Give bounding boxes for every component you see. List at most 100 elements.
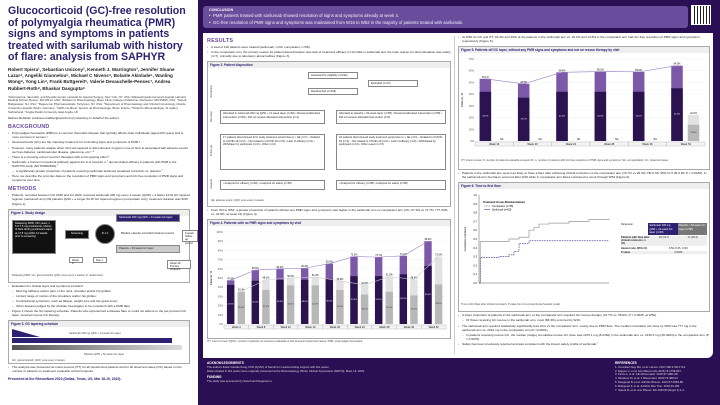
bar-itt — [237, 292, 245, 325]
taper-bottom-label: Placebo Q2W + 52-week GC taper — [84, 353, 125, 357]
y-tick-label: 10% — [469, 127, 475, 131]
list-item: Sarilumab, a human monoclonal antibody a… — [8, 160, 190, 168]
data-label: 22.2% — [690, 112, 698, 115]
legend-label: Comparator (n=58) — [492, 205, 513, 208]
data-label: 50.0% — [287, 275, 295, 278]
bar-itt — [632, 91, 645, 142]
data-label: 37.0% — [521, 119, 527, 121]
list-item: In the comparator arm, the primary reaso… — [207, 50, 451, 58]
data-label: 42.0% — [636, 116, 642, 118]
table-row: Patients with flare after clinical remis… — [621, 235, 707, 246]
eligibility-box: Relapsing PMR; ≥50 years; ≥ 5.0-7.5 mg p… — [12, 219, 56, 254]
table-header: Placebo + 52-week GC taper (n=58) — [677, 223, 707, 235]
bar-itt — [399, 274, 408, 325]
data-label: 51.0% — [312, 275, 320, 278]
list-item: Morning stiffness and/or pain, in the ne… — [8, 289, 190, 293]
list-item: There is a pressing unmet need for thera… — [8, 155, 190, 159]
placebo-arm: Placebo + 52-week GC taper — [116, 244, 180, 253]
conclusion-heading: CONCLUSION — [209, 8, 234, 12]
data-label: 48.1% — [263, 277, 271, 280]
bar-itt — [336, 290, 344, 325]
list-item: The sarilumab arm required statistically… — [458, 324, 710, 332]
bar-itt — [262, 290, 270, 325]
figure-title: Figure 5. Patients off GC taper, without… — [459, 47, 709, 54]
x-tick-label: Week 36 — [642, 142, 653, 146]
flare-table: Parameter Sarilumab 200 mg Q2W + 14-week… — [621, 223, 707, 254]
stage-label: Enrollment — [210, 85, 213, 98]
bar-itt — [251, 281, 260, 325]
y-tick-label: 20% — [218, 304, 224, 308]
figure-note: Time to first flare after clinical remis… — [461, 303, 561, 307]
funding-text: The study was sponsored by Sanofi and Re… — [207, 379, 273, 384]
week-52-box: Week 52: Primary endpoint — [167, 259, 191, 271]
taper-bar-bottom — [12, 345, 182, 351]
presented-at: Presented at the RheumNow 2023 (Dallas, … — [8, 377, 122, 382]
background-list: Polymyalgia rheumatica (PMR) is a common… — [8, 131, 190, 182]
y-tick-label: 20% — [469, 116, 475, 120]
figure-note: ITT, intent-to-treat; N(OC), number of p… — [207, 340, 363, 344]
na-label: NA — [654, 138, 658, 141]
reference-item: 7. Spiera R, et al. Ann Rheum Dis 2022;8… — [615, 387, 685, 392]
km-curve — [479, 240, 609, 284]
list-item: Polymyalgia rheumatica (PMR) is a common… — [8, 131, 190, 139]
y-tick-label: 1.0 — [473, 193, 477, 197]
na-label: NA — [577, 138, 581, 141]
data-label: 37.0% — [263, 306, 269, 308]
y-tick-label: 80% — [218, 249, 224, 253]
data-label: 42.0% — [597, 116, 603, 118]
reference-item: 6. Buttgereit F, et al. Arthritis Res Th… — [615, 383, 680, 388]
trend-line — [485, 65, 678, 85]
day-1-box: Day 1 — [93, 256, 107, 263]
y-tick-label: 90% — [218, 240, 224, 244]
data-label: 65.6% — [326, 261, 334, 264]
y-tick-label: 0% — [470, 139, 474, 143]
list-item: Limited range of motion of the shoulders… — [8, 294, 190, 298]
x-category-cell — [421, 325, 447, 330]
list-item: In patients receiving rescue GC, the med… — [458, 333, 710, 341]
reference-item: 5. Dasgupta B, et al. Arthritis Rheum. 2… — [615, 379, 684, 384]
acknowledgements: ACKNOWLEDGEMENTS The authors thank Camil… — [207, 361, 407, 384]
sarilumab-analysis: • Analyzed for efficacy (n=60) • Analyze… — [220, 180, 325, 191]
qr-code-icon[interactable] — [691, 5, 711, 25]
list-item: Patients in the sarilumab arm were less … — [458, 171, 710, 179]
figure-title: Figure 4. Patients with no PMR signs and… — [208, 220, 450, 227]
na-label: NA — [615, 138, 619, 141]
bar-itt — [671, 88, 683, 142]
y-tick-label: 70% — [218, 258, 224, 262]
excluded-box: Excluded (n=72) — [368, 80, 418, 88]
sarilumab-arm: Sarilumab 200 mg Q2W + 14-week GC taper — [116, 213, 180, 222]
data-label: 63.0% — [425, 294, 431, 296]
table-cell: 17 (29.3) — [687, 235, 698, 239]
bar-itt — [350, 276, 358, 325]
y-tick-label: 100% — [216, 230, 223, 234]
bar-itt — [374, 276, 383, 325]
bar-itt — [325, 279, 334, 325]
data-label: 73.3% — [351, 254, 359, 257]
y-axis-label: Cumulative incidence — [463, 226, 467, 251]
data-label: 53.1% — [482, 76, 490, 79]
data-label: 52.0% — [376, 300, 382, 302]
y-axis-label: Patients, % — [209, 271, 213, 286]
list-item: GC-free resolution of PMR signs and symp… — [209, 20, 682, 26]
list-item: A total of 118 patients were treated (sa… — [207, 45, 451, 49]
bar-itt — [594, 91, 607, 142]
list-item: Evaluation for clinical signs and sympto… — [8, 284, 190, 288]
table-cell: Hazard ratio (95% CI) — [621, 246, 647, 250]
list-item: A significantly greater proportion of pa… — [8, 169, 190, 173]
na-label: NA — [500, 138, 504, 141]
data-label: 49.0% — [326, 301, 332, 303]
figure-1-study-design: Figure 1. Study design Relapsing PMR; ≥5… — [8, 208, 198, 283]
data-label: 37.0% — [337, 306, 343, 308]
trend-line — [241, 256, 439, 293]
data-label: 58.6% — [559, 70, 567, 73]
figure-note: ITT, intent-to-treat; N, number of patie… — [461, 159, 669, 163]
figure-note: Relapsing PMR; GC, glucocorticoid; Q2W, … — [12, 273, 104, 277]
list-item: Data included in this poster were origin… — [207, 368, 365, 373]
sarilumab-allocation: Allocated to sarilumab 200 mg Q2W + 14-w… — [220, 110, 325, 125]
y-tick-label: 0.4 — [473, 246, 477, 250]
figure-note: AE, adverse event; Q2W, once every 2 wee… — [211, 199, 265, 203]
list-item: Safety has been previously reported and … — [458, 342, 710, 346]
data-label: 73.3% — [435, 254, 443, 257]
y-tick-label: 0.9 — [473, 202, 477, 206]
x-tick-label: Week 20 — [330, 325, 341, 329]
